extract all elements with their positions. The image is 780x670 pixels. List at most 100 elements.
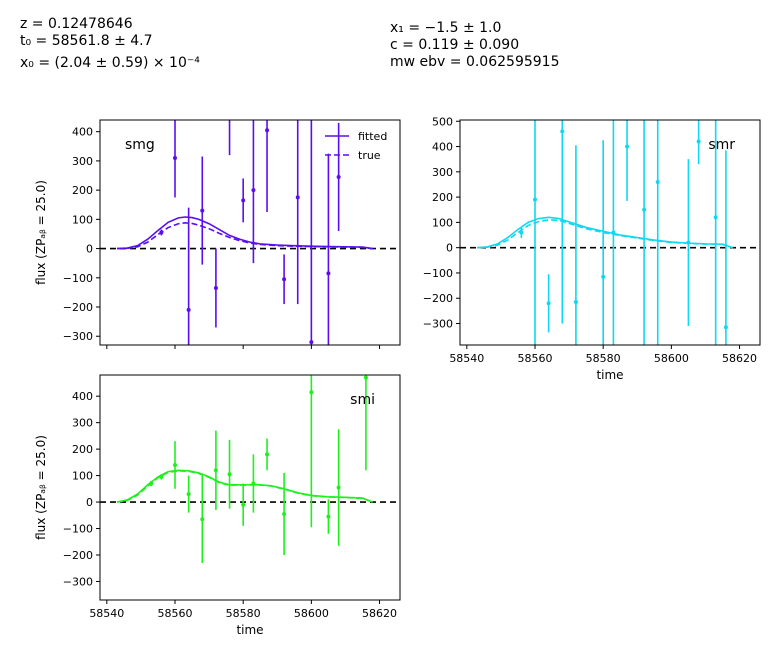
data-point: [265, 128, 270, 133]
data-point: [173, 155, 177, 160]
x0-text: x₀ = (2.04 ± 0.59) × 10⁻⁴: [20, 55, 200, 71]
band-label: smi: [350, 392, 375, 408]
data-point: [282, 511, 287, 516]
data-point: [282, 277, 287, 282]
data-point: [533, 197, 537, 202]
data-point: [241, 198, 246, 203]
mw-ebv-text: mw ebv = 0.062595915: [390, 54, 560, 70]
plot-area: [100, 120, 400, 345]
data-point: [601, 274, 606, 279]
y-tick-label: 500: [432, 115, 453, 128]
data-point: [251, 188, 256, 193]
plot-area: [100, 375, 400, 563]
data-point: [696, 139, 701, 144]
y-axis-label: flux (ZPₐᵦ = 25.0): [34, 435, 48, 540]
band-label: smg: [125, 137, 155, 153]
data-point: [573, 300, 578, 305]
data-point: [363, 375, 368, 380]
data-point: [213, 468, 218, 473]
band-label: smr: [708, 137, 735, 153]
legend: fitted true: [325, 130, 387, 162]
y-tick-label: 300: [72, 417, 93, 430]
data-point: [213, 286, 218, 291]
x-tick-label: 58620: [722, 352, 757, 365]
x-tick-label: 58540: [89, 607, 124, 620]
x-tick-label: 58580: [226, 607, 261, 620]
legend-label: fitted: [358, 130, 387, 143]
data-point: [200, 517, 205, 522]
data-point: [560, 129, 565, 134]
x1-text: x₁ = −1.5 ± 1.0: [390, 20, 502, 36]
y-tick-label: −200: [423, 292, 453, 305]
y-tick-label: 0: [86, 243, 93, 256]
data-point: [265, 452, 270, 457]
data-point: [326, 271, 331, 276]
redshift-text: z = 0.12478646: [20, 16, 133, 32]
data-point: [173, 463, 177, 467]
panel-smr: −300 −200 −100 0 100 200 300 400 500 58540 58560 58…: [423, 115, 761, 382]
y-tick-label: −300: [63, 330, 93, 343]
fitted-model-line: [116, 469, 374, 503]
color-param-text: c = 0.119 ± 0.090: [390, 37, 520, 53]
data-point: [655, 179, 660, 184]
legend-label: true: [358, 149, 381, 162]
x-axis-label: time: [236, 623, 263, 637]
y-tick-label: 300: [72, 155, 93, 168]
plot-area: [460, 120, 760, 345]
y-tick-label: −200: [63, 549, 93, 562]
y-tick-label: 400: [432, 141, 453, 154]
axes-frame: [99, 119, 401, 346]
fitted-model-line: [116, 216, 373, 250]
data-point: [326, 514, 331, 519]
data-point: [241, 502, 246, 507]
x-tick-label: 58540: [449, 352, 484, 365]
y-tick-label: −100: [63, 272, 93, 285]
data-point: [642, 207, 647, 212]
data-point: [309, 340, 314, 345]
axes-frame: [459, 119, 761, 346]
fit-parameters-left: z = 0.12478646 t₀ = 58561.8 ± 4.7 x₀ = (…: [20, 16, 200, 72]
data-point: [186, 307, 191, 312]
y-tick-label: 100: [72, 470, 93, 483]
x-tick-label: 58600: [294, 607, 329, 620]
y-tick-label: 300: [432, 166, 453, 179]
x-tick-label: 58560: [158, 607, 193, 620]
y-tick-label: 200: [72, 184, 93, 197]
data-point: [336, 485, 341, 490]
y-tick-label: −100: [423, 267, 453, 280]
y-tick-label: 0: [86, 496, 93, 509]
axes-frame: [99, 374, 401, 601]
y-tick-label: 200: [72, 443, 93, 456]
x-tick-label: 58560: [518, 352, 553, 365]
y-tick-label: −300: [423, 318, 453, 331]
x-tick-label: 58580: [586, 352, 621, 365]
y-tick-label: 400: [72, 126, 93, 139]
true-model-line: [117, 222, 373, 250]
y-tick-label: −300: [63, 575, 93, 588]
data-point: [336, 174, 341, 179]
data-point: [186, 492, 191, 497]
data-point: [295, 195, 300, 200]
fit-parameters-right: x₁ = −1.5 ± 1.0 c = 0.119 ± 0.090 mw ebv…: [390, 20, 559, 71]
data-point: [546, 301, 551, 306]
y-tick-label: 400: [72, 390, 93, 403]
panel-smg: −300 −200 −100 0 100 200 300 400 flux (ZPₐᵦ = 25…: [34, 119, 401, 349]
data-point: [625, 144, 630, 149]
panel-smi: −300 −200 −100 0 100 200 300 400 58540 58560 58580…: [34, 374, 401, 637]
y-tick-label: 200: [432, 191, 453, 204]
y-tick-label: −100: [63, 523, 93, 536]
y-tick-label: −200: [63, 301, 93, 314]
y-axis-label: flux (ZPₐᵦ = 25.0): [34, 180, 48, 285]
y-tick-label: 100: [72, 213, 93, 226]
x-axis-label: time: [596, 368, 623, 382]
x-tick-label: 58620: [362, 607, 397, 620]
data-point: [713, 215, 718, 220]
y-tick-label: 100: [432, 216, 453, 229]
data-point: [723, 325, 728, 330]
x-tick-label: 58600: [654, 352, 689, 365]
data-point: [200, 208, 205, 213]
fitted-model-line: [476, 216, 733, 249]
y-tick-label: 0: [446, 242, 453, 255]
data-point: [309, 390, 314, 395]
